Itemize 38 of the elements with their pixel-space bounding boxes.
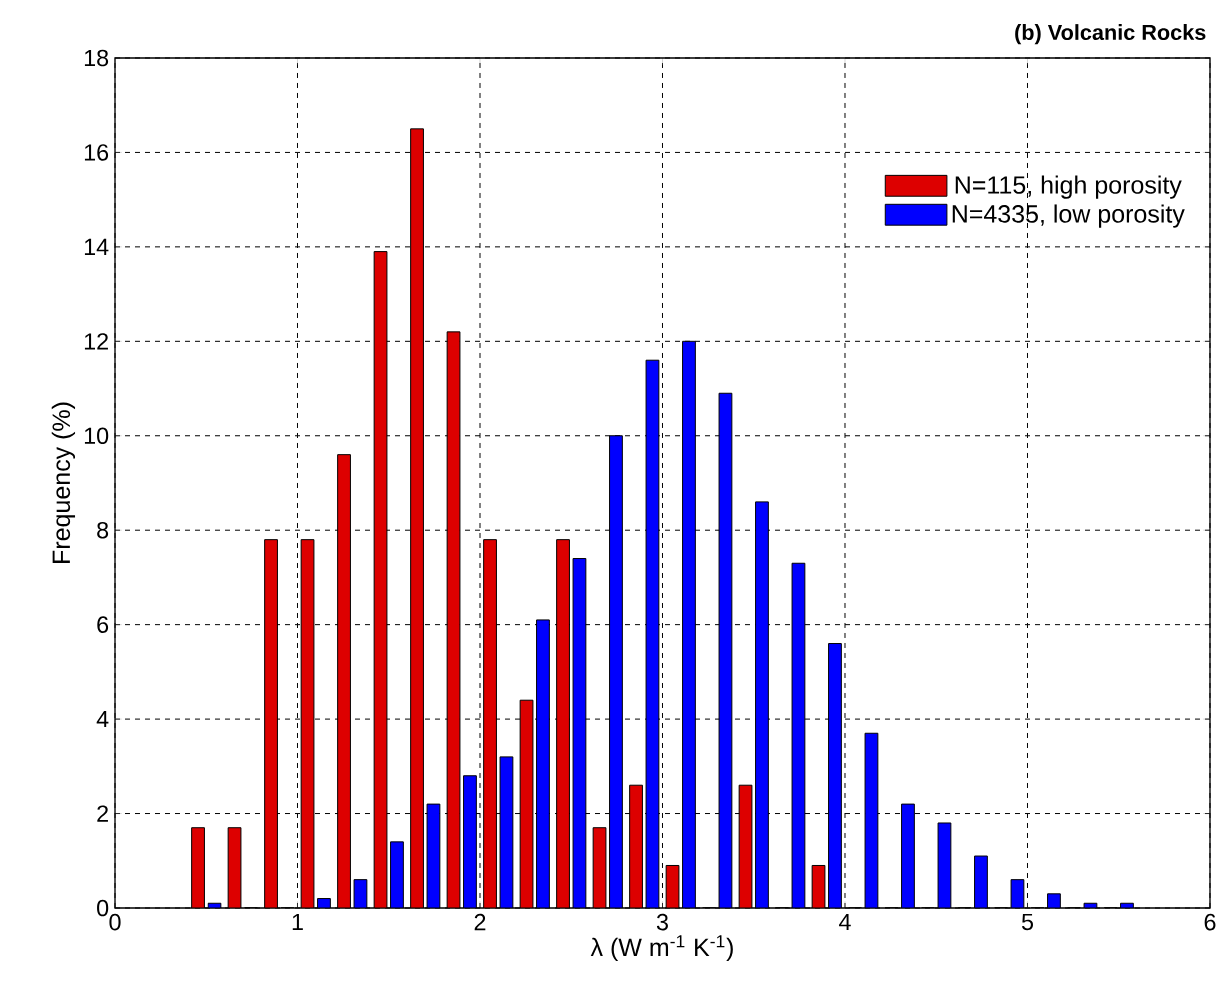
bar [483, 539, 497, 908]
y-tick-label: 10 [84, 427, 109, 445]
y-tick-label: 16 [84, 144, 109, 161]
bar [974, 855, 988, 908]
bar [463, 775, 477, 908]
x-tick-label: 1 [292, 913, 303, 930]
bar [629, 784, 643, 908]
y-tick-label: 4 [96, 711, 109, 728]
bar [390, 841, 404, 908]
x-axis-title: λ (W m$^{-1}$ K$^{-1}$) [590, 935, 733, 962]
bar [901, 803, 915, 908]
x-tick-label: 0 [109, 913, 121, 931]
y-tick-label: 8 [97, 521, 109, 539]
bar [556, 539, 570, 908]
x-tick-label: 6 [1204, 913, 1216, 931]
bar [682, 340, 696, 908]
bar [337, 454, 351, 908]
y-tick-label: 2 [97, 805, 108, 822]
y-tick-label: 12 [84, 333, 108, 350]
y-axis-title: Frequency (%) [51, 402, 76, 563]
y-tick-label: 18 [84, 49, 109, 67]
chart-title: (b) Volcanic Rocks [1015, 24, 1206, 45]
bar [410, 128, 424, 908]
bar [609, 435, 623, 908]
y-tick-label: 14 [84, 238, 109, 255]
bar [264, 539, 278, 908]
legend-label: N=115, high porosity [955, 175, 1182, 199]
x-tick-label: 2 [474, 913, 486, 931]
bar [828, 643, 842, 908]
bar [755, 501, 769, 908]
x-tick-label: 4 [839, 913, 851, 930]
bar [536, 619, 550, 908]
bar [191, 827, 205, 908]
y-tick-label: 0 [97, 899, 109, 917]
x-tick-label: 3 [656, 913, 668, 931]
x-tick-label: 5 [1021, 913, 1033, 931]
legend-label: N=4335, low porosity [952, 204, 1185, 228]
y-tick-label: 6 [97, 616, 109, 633]
